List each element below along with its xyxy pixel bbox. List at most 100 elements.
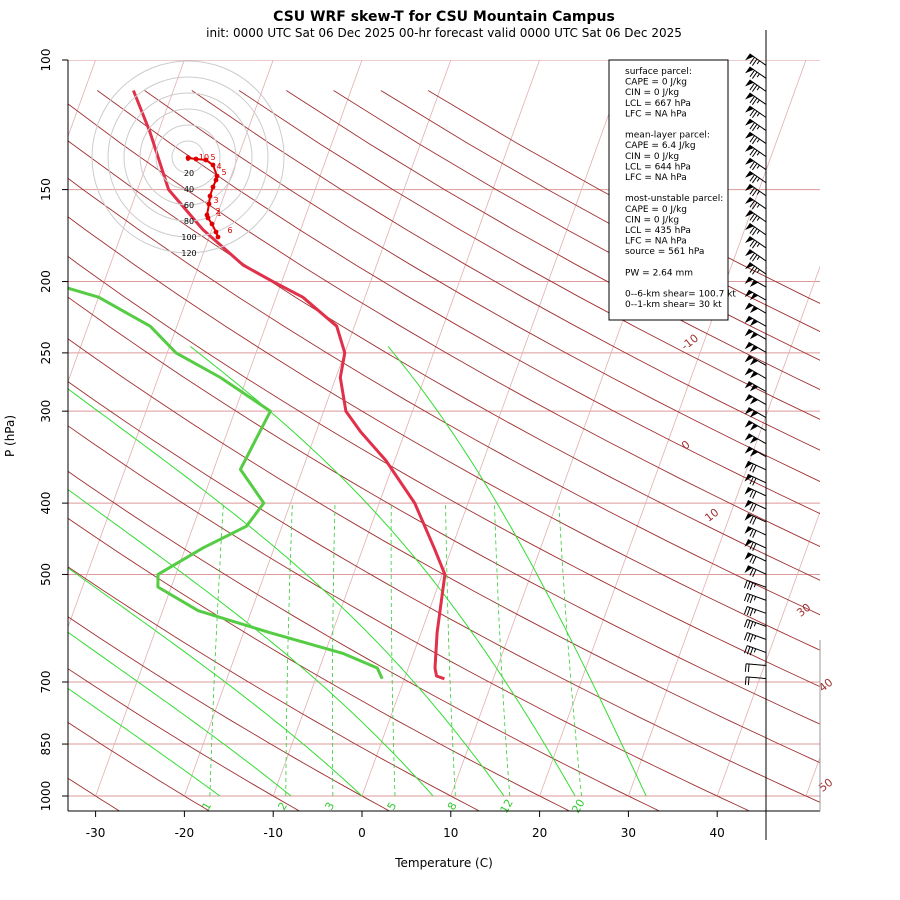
wind-barb	[744, 354, 767, 366]
wind-barb	[744, 460, 767, 473]
barb-flag	[744, 619, 748, 628]
hodograph-ring	[91, 60, 285, 254]
barb-half-flag	[756, 125, 760, 130]
barb-flag	[749, 463, 754, 472]
barb-pennant	[745, 119, 754, 126]
barb-pennant	[749, 280, 759, 288]
mixing-ratio-label: 20	[569, 797, 587, 816]
barb-flag	[749, 239, 755, 247]
hodograph-point	[213, 177, 219, 183]
wind-barb	[744, 526, 767, 538]
info-box-line: PW = 2.64 mm	[625, 268, 693, 278]
barb-flag	[751, 176, 758, 184]
barb-half-flag	[756, 86, 760, 91]
dry-adiabat-line	[286, 90, 820, 390]
hodograph-point-label: 6	[227, 226, 232, 235]
barb-flag	[751, 123, 758, 132]
y-axis-title: P (hPa)	[3, 415, 17, 457]
dry-adiabat-line	[144, 90, 820, 482]
barb-pennant	[745, 236, 754, 244]
barb-half-flag	[756, 243, 760, 247]
wind-barb	[745, 131, 767, 145]
wind-barb	[744, 606, 767, 617]
barb-flag	[744, 606, 748, 615]
barb-flag	[749, 122, 755, 130]
barb-pennant	[744, 487, 753, 495]
barb-pennant	[744, 381, 754, 389]
wind-barb	[744, 473, 767, 486]
barb-flag	[749, 595, 754, 604]
barb-pennant	[749, 423, 759, 431]
info-box-line: CIN = 0 J/kg	[625, 152, 679, 162]
barb-staff	[749, 118, 767, 131]
barb-pennant	[744, 526, 753, 534]
barb-pennant	[745, 184, 754, 191]
barb-flag	[751, 110, 758, 119]
barb-staff	[749, 131, 767, 144]
sounding-profiles	[68, 89, 447, 681]
isotherm-label: 10	[702, 506, 721, 525]
barb-staff	[747, 486, 767, 497]
barb-pennant	[749, 436, 759, 444]
barb-flag	[744, 676, 747, 685]
barb-staff	[747, 526, 767, 536]
barb-flag	[749, 187, 755, 195]
barb-pennant	[744, 329, 754, 337]
barb-flag	[749, 515, 754, 524]
wind-barb	[745, 262, 767, 275]
barb-staff	[749, 144, 767, 158]
barb-flag	[746, 607, 751, 616]
wind-barb	[744, 289, 767, 301]
barb-staff	[749, 262, 767, 275]
hodograph-point-label: 1	[216, 209, 221, 218]
moist-adiabat-line	[387, 346, 647, 797]
hodograph-point	[203, 157, 209, 163]
barb-pennant	[749, 319, 759, 327]
barb-staff	[747, 500, 767, 510]
barb-flag	[744, 632, 748, 641]
wind-barb	[745, 183, 767, 197]
barb-pennant	[749, 410, 759, 418]
barb-flag	[751, 136, 758, 145]
barb-staff	[749, 183, 767, 197]
barb-flag	[751, 215, 758, 223]
dry-adiabat-line	[68, 566, 481, 811]
barb-flag	[749, 161, 755, 169]
hodograph-ring	[155, 124, 221, 190]
barb-flag	[746, 620, 751, 629]
wind-barb	[745, 157, 767, 171]
hodograph-point-label: 4	[216, 162, 221, 171]
hodograph-ring-label: 100	[181, 233, 196, 242]
dry-adiabat-line	[68, 381, 820, 803]
dry-adiabat-line	[97, 90, 820, 515]
wind-barb	[745, 105, 767, 119]
wind-barb	[744, 315, 767, 327]
hodograph-ring	[123, 92, 253, 222]
wind-barb	[744, 619, 767, 630]
dry-adiabat-line	[68, 777, 121, 811]
dry-adiabat-line	[68, 103, 820, 547]
barb-pennant	[749, 397, 759, 405]
barb-staff	[747, 473, 767, 484]
barb-staff	[747, 619, 767, 627]
barb-half-flag	[753, 622, 757, 627]
hodograph-point	[205, 215, 211, 221]
barb-half-flag	[753, 596, 757, 601]
dry-adiabat-line	[68, 517, 571, 811]
info-box-line: LCL = 435 hPa	[625, 226, 691, 236]
barb-half-flag	[753, 648, 757, 653]
isotherm-label: 50	[816, 776, 835, 795]
info-box-line: CAPE = 0 J/kg	[625, 78, 687, 88]
barb-half-flag	[756, 151, 760, 156]
barb-half-flag	[756, 190, 760, 195]
moist-adiabat-line	[68, 687, 221, 797]
dry-adiabat-line	[68, 296, 820, 725]
barb-pennant	[744, 290, 754, 298]
wind-barb	[744, 592, 767, 604]
dry-adiabat-line	[68, 140, 820, 581]
barb-half-flag	[753, 635, 757, 640]
barb-staff	[749, 236, 767, 249]
info-box-line: LFC = NA hPa	[625, 109, 687, 119]
hodograph-point	[210, 184, 216, 190]
